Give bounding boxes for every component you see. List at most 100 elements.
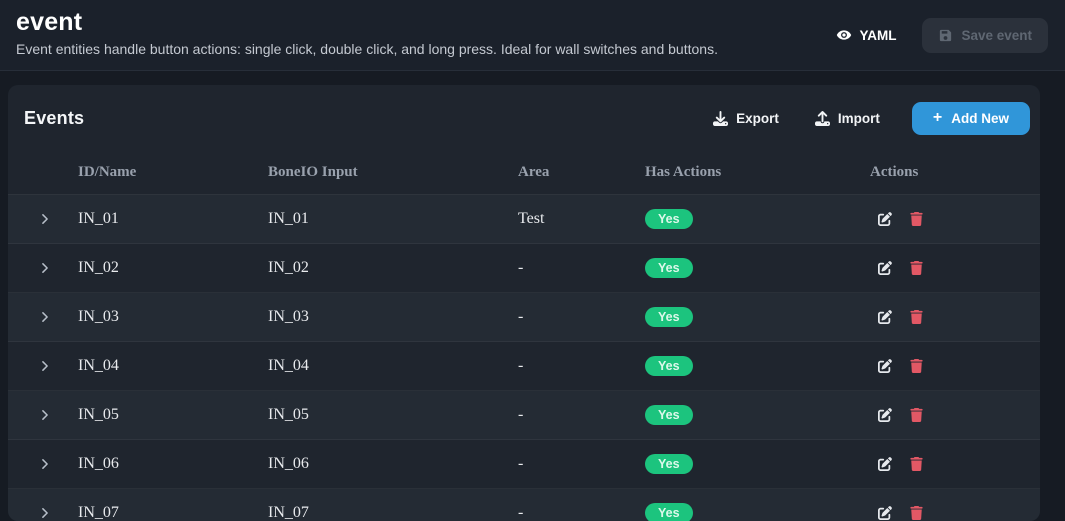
edit-icon xyxy=(878,359,892,373)
events-panel: Events Export Import xyxy=(8,85,1040,521)
eye-icon xyxy=(836,27,852,43)
delete-row-button[interactable] xyxy=(910,212,923,226)
expand-row-button[interactable] xyxy=(38,457,58,471)
header-actions: YAML Save event xyxy=(836,8,1048,70)
edit-icon xyxy=(878,457,892,471)
expander-cell xyxy=(8,359,78,373)
plus-icon: + xyxy=(932,109,943,126)
delete-row-button[interactable] xyxy=(910,261,923,275)
page-subtitle: Event entities handle button actions: si… xyxy=(16,41,718,57)
cell-boneio-input: IN_03 xyxy=(268,308,309,325)
app-header: event Event entities handle button actio… xyxy=(0,0,1065,71)
cell-id-name: IN_04 xyxy=(78,357,119,374)
cell-boneio-input: IN_06 xyxy=(268,455,309,472)
import-button[interactable]: Import xyxy=(803,103,892,134)
chevron-right-icon xyxy=(38,457,52,471)
has-actions-badge: Yes xyxy=(645,405,693,425)
save-icon xyxy=(938,28,953,43)
expand-row-button[interactable] xyxy=(38,261,58,275)
cell-id-name: IN_06 xyxy=(78,455,119,472)
expander-cell xyxy=(8,408,78,422)
chevron-right-icon xyxy=(38,506,52,520)
events-table: ID/Name BoneIO Input Area Has Actions Ac… xyxy=(8,151,1040,521)
delete-row-button[interactable] xyxy=(910,408,923,422)
cell-actions xyxy=(870,359,1040,373)
column-id-name: ID/Name xyxy=(78,164,137,180)
cell-boneio-input: IN_04 xyxy=(268,357,309,374)
cell-area: - xyxy=(518,406,524,423)
add-new-button[interactable]: + Add New xyxy=(911,101,1030,135)
cell-has-actions: Yes xyxy=(645,356,870,376)
chevron-right-icon xyxy=(38,261,52,275)
table-row: IN_01 IN_01 Test Yes xyxy=(8,195,1040,244)
delete-row-button[interactable] xyxy=(910,457,923,471)
column-area: Area xyxy=(518,164,550,180)
export-button[interactable]: Export xyxy=(701,103,791,134)
table-row: IN_04 IN_04 - Yes xyxy=(8,342,1040,391)
edit-row-button[interactable] xyxy=(878,359,892,373)
cell-id-name: IN_07 xyxy=(78,504,119,521)
trash-icon xyxy=(910,261,923,275)
expand-row-button[interactable] xyxy=(38,212,58,226)
table-row: IN_06 IN_06 - Yes xyxy=(8,440,1040,489)
chevron-right-icon xyxy=(38,310,52,324)
cell-actions xyxy=(870,212,1040,226)
edit-row-button[interactable] xyxy=(878,212,892,226)
events-panel-header: Events Export Import xyxy=(8,85,1040,151)
trash-icon xyxy=(910,408,923,422)
download-icon xyxy=(713,110,729,126)
panel-title: Events xyxy=(24,107,85,128)
edit-row-button[interactable] xyxy=(878,310,892,324)
add-new-button-label: Add New xyxy=(951,110,1009,126)
yaml-toggle-button[interactable]: YAML xyxy=(836,27,896,43)
expand-row-button[interactable] xyxy=(38,408,58,422)
edit-row-button[interactable] xyxy=(878,408,892,422)
delete-row-button[interactable] xyxy=(910,310,923,324)
edit-row-button[interactable] xyxy=(878,457,892,471)
cell-area: Test xyxy=(518,210,545,227)
page-title: event xyxy=(16,8,83,36)
import-button-label: Import xyxy=(837,110,880,126)
edit-row-button[interactable] xyxy=(878,261,892,275)
main-content: Events Export Import xyxy=(0,71,1065,521)
cell-boneio-input: IN_02 xyxy=(268,259,309,276)
cell-actions xyxy=(870,261,1040,275)
chevron-right-icon xyxy=(38,212,52,226)
table-row: IN_07 IN_07 - Yes xyxy=(8,489,1040,521)
table-body: IN_01 IN_01 Test Yes xyxy=(8,195,1040,521)
cell-area: - xyxy=(518,308,524,325)
cell-area: - xyxy=(518,455,524,472)
expander-cell xyxy=(8,212,78,226)
header-text-group: event Event entities handle button actio… xyxy=(16,8,718,70)
upload-icon xyxy=(814,110,830,126)
cell-area: - xyxy=(518,357,524,374)
has-actions-badge: Yes xyxy=(645,258,693,278)
cell-actions xyxy=(870,408,1040,422)
table-row: IN_02 IN_02 - Yes xyxy=(8,244,1040,293)
cell-boneio-input: IN_05 xyxy=(268,406,309,423)
has-actions-badge: Yes xyxy=(645,454,693,474)
expand-row-button[interactable] xyxy=(38,359,58,373)
edit-row-button[interactable] xyxy=(878,506,892,520)
cell-actions xyxy=(870,457,1040,471)
has-actions-badge: Yes xyxy=(645,356,693,376)
cell-boneio-input: IN_01 xyxy=(268,210,309,227)
chevron-right-icon xyxy=(38,408,52,422)
expand-row-button[interactable] xyxy=(38,506,58,520)
table-row: IN_03 IN_03 - Yes xyxy=(8,293,1040,342)
edit-icon xyxy=(878,212,892,226)
has-actions-badge: Yes xyxy=(645,307,693,327)
column-has-actions: Has Actions xyxy=(645,164,722,180)
cell-has-actions: Yes xyxy=(645,307,870,327)
delete-row-button[interactable] xyxy=(910,359,923,373)
delete-row-button[interactable] xyxy=(910,506,923,520)
save-button-label: Save event xyxy=(961,27,1032,43)
edit-icon xyxy=(878,261,892,275)
save-event-button[interactable]: Save event xyxy=(922,17,1048,53)
expand-row-button[interactable] xyxy=(38,310,58,324)
trash-icon xyxy=(910,359,923,373)
table-row: IN_05 IN_05 - Yes xyxy=(8,391,1040,440)
expander-cell xyxy=(8,310,78,324)
cell-has-actions: Yes xyxy=(645,503,870,521)
trash-icon xyxy=(910,212,923,226)
